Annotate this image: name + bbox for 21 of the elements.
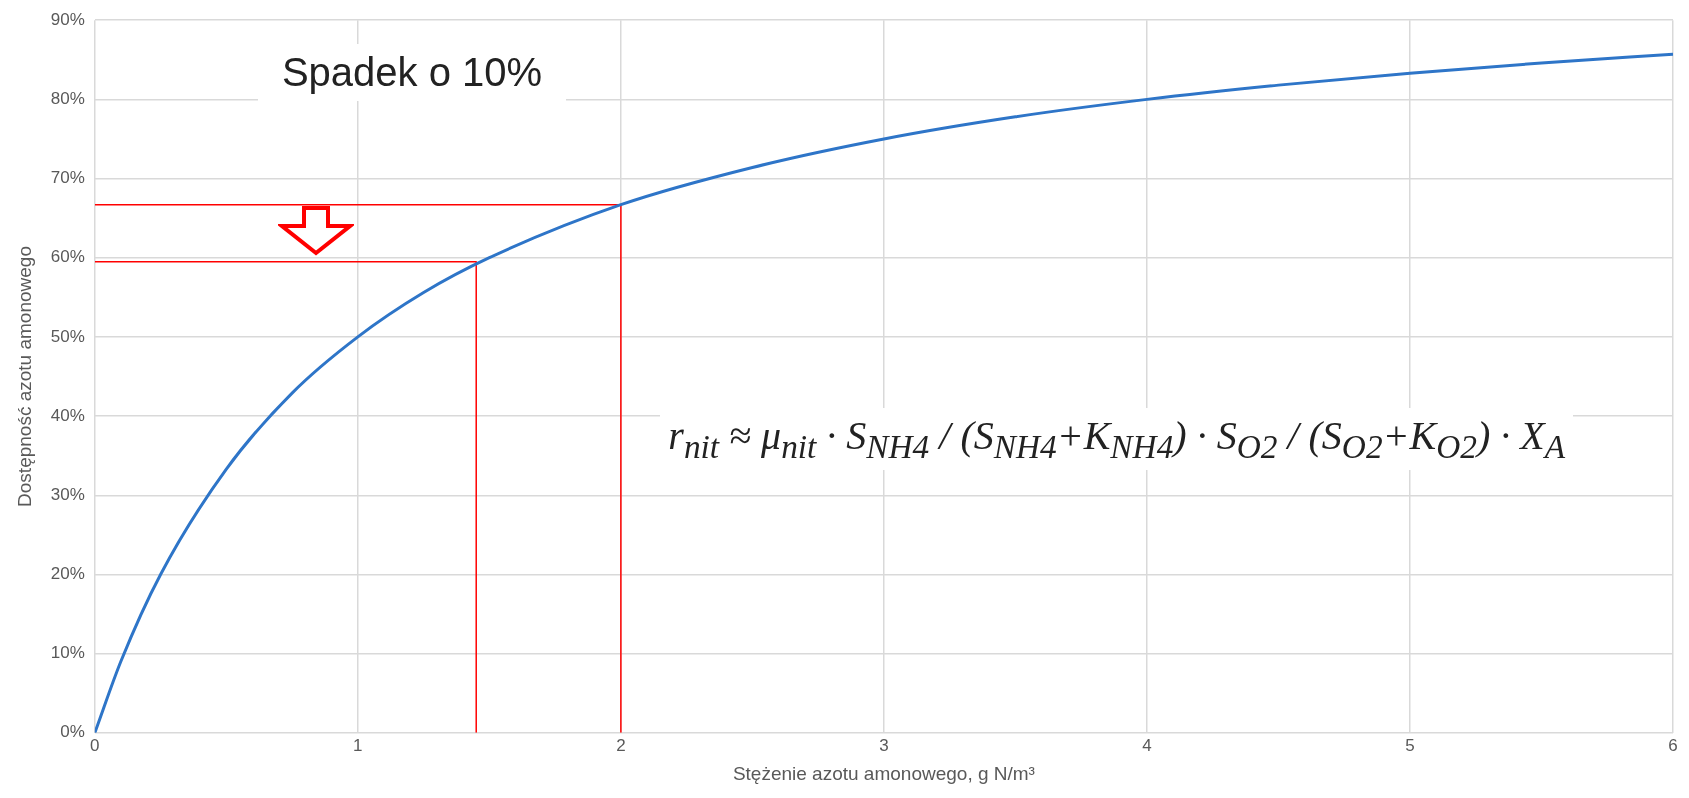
y-tick-label: 30%: [50, 484, 85, 504]
y-tick-label: 40%: [50, 405, 85, 425]
y-tick-label: 0%: [60, 722, 85, 742]
x-tick-label: 0: [90, 735, 100, 755]
y-tick-label: 20%: [50, 564, 85, 584]
annotation: Spadek o 10%: [257, 43, 567, 101]
x-tick-label: 4: [1142, 735, 1152, 755]
x-axis-title: Stężenie azotu amonowego, g N/m³: [732, 762, 1035, 784]
y-tick-label: 60%: [50, 247, 85, 267]
y-tick-label: 50%: [50, 326, 85, 346]
y-tick-label: 70%: [50, 168, 85, 188]
x-tick-label: 1: [353, 735, 363, 755]
y-tick-label: 80%: [50, 89, 85, 109]
y-tick-label: 10%: [50, 643, 85, 663]
x-tick-label: 2: [616, 735, 626, 755]
x-tick-label: 3: [879, 735, 889, 755]
x-tick-label: 5: [1405, 735, 1415, 755]
y-axis-title: Dostępność azotu amonowego: [13, 246, 35, 507]
text: r$_{nit}$ ≈ μ$_{nit}$ · S$_{NH4}$ / (S$_{NH4}$+K$_{NH4}$) · S$_{O2}$ / (S$_{O2}$+K$_{O2}$) · X$_{A}$: [668, 413, 1566, 466]
y-tick-label: 90%: [50, 9, 85, 29]
x-tick-label: 6: [1668, 735, 1678, 755]
